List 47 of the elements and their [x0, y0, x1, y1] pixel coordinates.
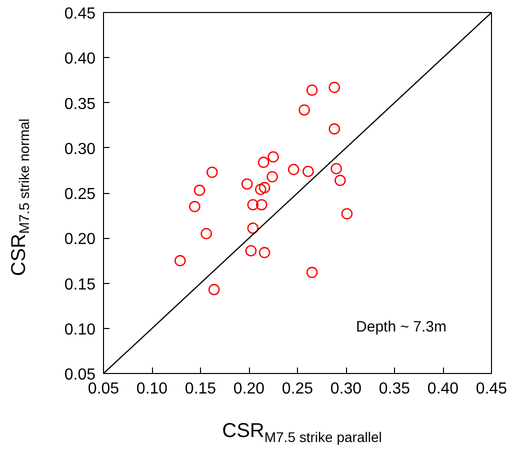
- x-tick-label: 0.25: [282, 380, 314, 398]
- point: [247, 222, 259, 234]
- y-tick-label: 0.05: [64, 366, 96, 384]
- point: [200, 228, 212, 240]
- point: [245, 245, 257, 256]
- point: [258, 246, 270, 258]
- point: [306, 84, 318, 96]
- annotation: Depth ~ 7.3m: [356, 318, 446, 336]
- y-tick-label: 0.10: [64, 321, 96, 338]
- point: [266, 171, 278, 182]
- point: [258, 156, 270, 168]
- x-tick-label: 0.05: [88, 380, 120, 398]
- x-tick-label: 0.45: [476, 380, 508, 398]
- point: [298, 104, 310, 116]
- point: [254, 184, 266, 196]
- point: [241, 178, 253, 190]
- y-tick-label: 0.35: [64, 96, 96, 113]
- point: [330, 162, 342, 174]
- x-tick-label: 0.20: [233, 380, 265, 398]
- point: [334, 174, 346, 186]
- point: [174, 255, 186, 266]
- point: [258, 182, 270, 194]
- point: [341, 208, 353, 220]
- point: [328, 82, 340, 94]
- y-tick-label: 0.30: [64, 140, 96, 158]
- x-tick-label: 0.30: [330, 380, 362, 398]
- y-tick-label: 0.45: [64, 6, 96, 22]
- point: [247, 199, 259, 210]
- point: [189, 200, 200, 212]
- x-tick-label: 0.10: [136, 380, 168, 398]
- x-tick-label: 0.35: [378, 380, 410, 398]
- point: [288, 164, 300, 176]
- point: [328, 123, 340, 135]
- point: [206, 166, 218, 178]
- y-tick-label: 0.20: [64, 231, 96, 248]
- y-tick-label: 0.15: [64, 276, 96, 294]
- point: [194, 184, 206, 196]
- y-tick-label: 0.40: [64, 50, 96, 68]
- point: [268, 151, 279, 163]
- point: [306, 266, 318, 278]
- x-axis-title: CSR$_{M7.5 strike parallel}$: [221, 419, 383, 447]
- point: [256, 199, 268, 210]
- point: [302, 166, 314, 177]
- x-tick-label: 0.15: [184, 380, 216, 398]
- x-tick-label: 0.40: [427, 380, 459, 398]
- y-tick-label: 0.25: [64, 186, 96, 203]
- point: [208, 284, 220, 296]
